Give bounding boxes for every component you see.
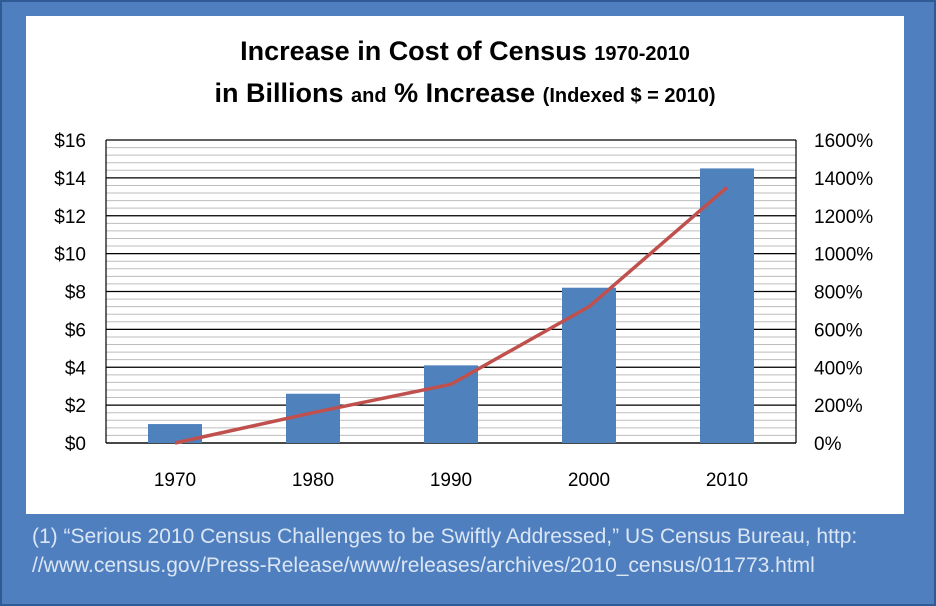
left-tick-label: $0: [65, 434, 86, 455]
footnote-line-2: //www.census.gov/Press-Release/www/relea…: [32, 554, 815, 577]
left-tick-label: $2: [65, 396, 86, 417]
x-tick-label: 2000: [568, 470, 610, 491]
title-and: and: [350, 85, 387, 107]
left-tick-label: $12: [54, 207, 86, 228]
title-percent-increase: % Increase: [394, 78, 536, 108]
right-tick-label: 1000%: [814, 245, 873, 266]
left-tick-label: $14: [54, 169, 86, 190]
left-tick-label: $10: [54, 245, 86, 266]
x-tick-label: 2010: [706, 470, 748, 491]
footnote-line-1: (1) “Serious 2010 Census Challenges to b…: [32, 525, 858, 548]
percent-increase-line: [174, 186, 729, 445]
title-indexed-note: (Indexed $ = 2010): [542, 85, 716, 107]
footnote: (1) “Serious 2010 Census Challenges to b…: [32, 522, 912, 580]
right-tick-label: 1400%: [814, 169, 873, 190]
left-tick-label: $8: [65, 283, 86, 304]
left-tick-label: $16: [54, 131, 86, 152]
bar-2000: [562, 287, 616, 443]
x-tick-label: 1980: [292, 470, 334, 491]
title-billions: in Billions: [214, 78, 344, 108]
chart-title-line-2: in Billions and % Increase (Indexed $ = …: [26, 78, 904, 109]
bar-2010: [700, 168, 754, 443]
right-tick-label: 800%: [814, 283, 863, 304]
title-main: Increase in Cost of Census: [240, 36, 587, 66]
chart: $0 $2 $4 $6 $8 $10 $12 $14 $16 0% 200% 400% 600% 800%…: [54, 131, 873, 491]
x-tick-label: 1970: [154, 470, 196, 491]
right-tick-label: 600%: [814, 320, 863, 341]
right-tick-label: 1200%: [814, 207, 873, 228]
bar-1990: [424, 365, 478, 443]
right-tick-label: 400%: [814, 358, 863, 379]
left-tick-label: $4: [65, 358, 87, 379]
chart-title-line-1: Increase in Cost of Census 1970-2010: [26, 36, 904, 67]
x-tick-label: 1990: [430, 470, 472, 491]
left-tick-label: $6: [65, 320, 86, 341]
title-year-range: 1970-2010: [594, 43, 690, 65]
right-tick-label: 0%: [814, 434, 842, 455]
right-tick-label: 200%: [814, 396, 863, 417]
chart-panel: $0 $2 $4 $6 $8 $10 $12 $14 $16 0% 200% 400% 600% 800%…: [26, 16, 904, 514]
right-tick-label: 1600%: [814, 131, 873, 152]
